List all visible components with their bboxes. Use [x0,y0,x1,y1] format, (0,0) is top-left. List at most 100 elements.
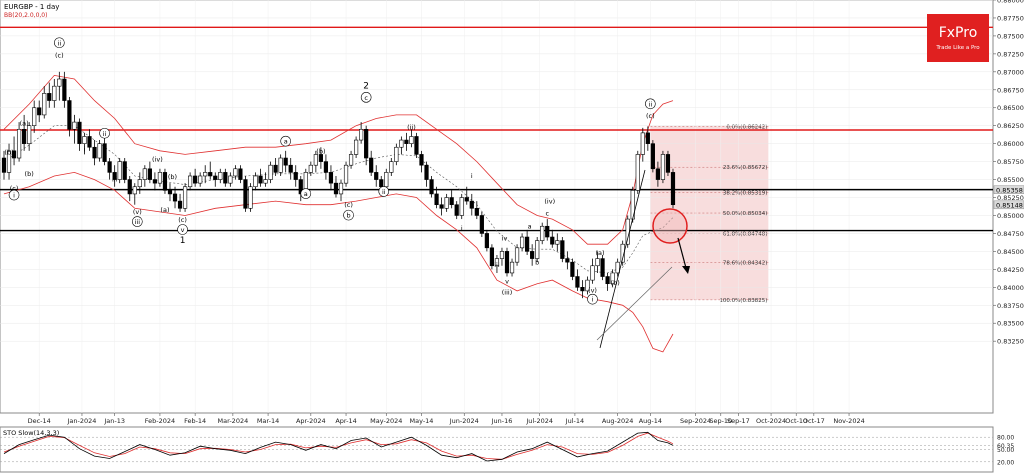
candle-body [625,218,630,245]
candle [248,183,253,212]
candle-body [535,240,540,259]
candle-body [77,121,82,144]
candle [565,251,570,270]
candle [308,161,313,176]
candle-body [328,172,334,184]
candle-body [575,276,580,288]
candle-body [72,121,77,130]
fib-level-label: 100.0%(0.83825) [719,298,767,304]
sto-tick-label: 60.35 [997,443,1014,450]
candle-body [137,179,142,188]
candle [620,240,625,266]
candle [364,125,369,166]
wave-label: ii [58,39,62,47]
candle [52,79,57,108]
candle [253,172,258,191]
x-tick-label: Apr-14 [335,417,356,425]
indicator-label: BB(20,2.0,0,0) [4,12,47,19]
wave-label-circle [177,224,188,235]
date-axis: Dec-14 Jan-2024 Jan-13 Feb-2024 Feb-14 Mar-20… [28,413,865,425]
candle [62,71,67,108]
candle [640,127,645,162]
candle [293,165,298,187]
candle [348,150,354,169]
candle [112,165,117,187]
candle-body [293,172,298,180]
candle-body [238,168,243,180]
candle [414,132,419,159]
candles-layer [1,71,676,299]
candle [545,219,550,241]
x-tick-label: Jan-13 [103,417,125,425]
candle-body [600,258,605,277]
y-tick-label: 0.86750 [997,86,1024,94]
candle [57,71,62,101]
candle [560,237,565,263]
candle [585,276,590,295]
candle-body [469,200,474,209]
x-tick-label: Feb-14 [184,417,206,425]
wave-label: (c) [10,184,19,192]
candle-body [258,175,263,184]
candle [198,172,203,187]
candle-body [127,179,132,195]
wave-label: ii [649,100,653,108]
candle-body [253,175,258,188]
candle-body [22,128,27,144]
wave-trend-line [596,266,673,341]
candle-body [635,154,640,191]
candle [454,201,459,220]
candle [162,168,168,194]
candle-body [665,154,671,173]
candle [313,150,318,173]
wave-label-circle [300,188,312,199]
candle [318,147,323,169]
x-tick-label: Sep-2024 [680,417,711,425]
logo-text: FxPro [939,25,978,41]
candle-body [52,85,57,101]
x-tick-label: Sep-17 [727,417,750,425]
y-tick-label: 0.85250 [997,194,1024,202]
candle-body [640,132,645,155]
wave-label: (c) [646,112,655,120]
candle-body [193,175,198,184]
candle [97,140,102,162]
x-tick-label: Oct-2024 [756,417,786,425]
x-tick-label: Aug-14 [639,417,662,425]
candle-body [343,164,349,184]
candle-body [1,157,7,173]
sto-d-line [3,432,674,460]
candle [223,168,228,187]
candle-body [479,215,484,234]
wave-label: 2 [363,81,369,91]
candle [233,165,238,180]
candle [147,161,152,184]
y-tick-label: 0.83500 [997,320,1024,328]
projection-arrowhead [682,266,690,274]
candle-body [102,143,107,162]
candle [328,165,334,191]
candle-body [107,161,112,173]
y-tick-label: 0.85750 [997,158,1024,166]
candle-body [670,172,676,206]
candle [323,154,329,180]
candle [228,172,233,187]
candle [570,258,575,281]
fib-level-label: 38.2%(0.85319) [723,191,768,197]
candle [499,247,505,266]
sto-tick-label: 20.00 [997,459,1014,466]
candle-body [67,100,72,130]
candle-body [338,182,344,195]
candle-body [424,164,429,180]
candle [213,172,218,187]
candle-body [157,172,163,184]
x-tick-label: Mar-14 [257,417,279,425]
wave-label-circle [280,135,291,147]
candle [177,193,183,212]
y-tick-label: 0.83250 [997,338,1024,346]
candle-body [525,236,530,252]
candle-body [92,146,97,159]
candle [464,186,469,205]
candle [509,258,515,277]
fib-level-label: 0.0%(0.86242) [726,124,767,130]
